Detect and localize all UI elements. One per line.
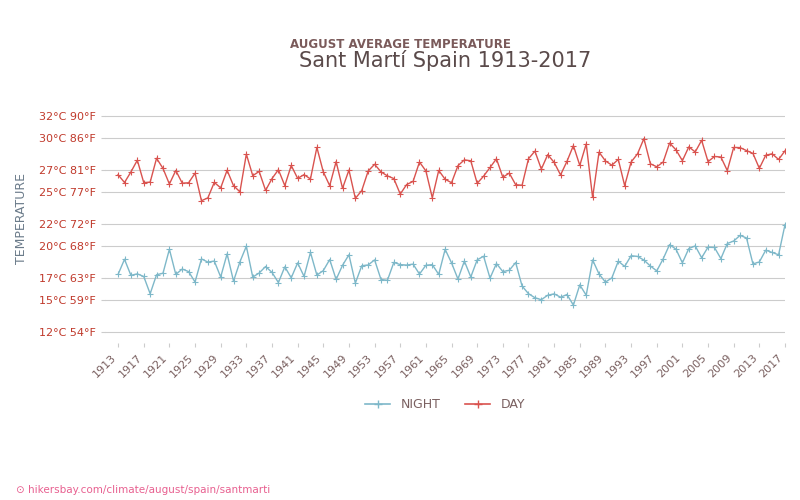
Y-axis label: TEMPERATURE: TEMPERATURE [15,174,28,264]
Text: ⊙ hikersbay.com/climate/august/spain/santmarti: ⊙ hikersbay.com/climate/august/spain/san… [16,485,270,495]
Title: Sant Martí Spain 1913-2017: Sant Martí Spain 1913-2017 [299,50,591,71]
Text: AUGUST AVERAGE TEMPERATURE: AUGUST AVERAGE TEMPERATURE [290,38,510,52]
Legend: NIGHT, DAY: NIGHT, DAY [361,393,530,416]
